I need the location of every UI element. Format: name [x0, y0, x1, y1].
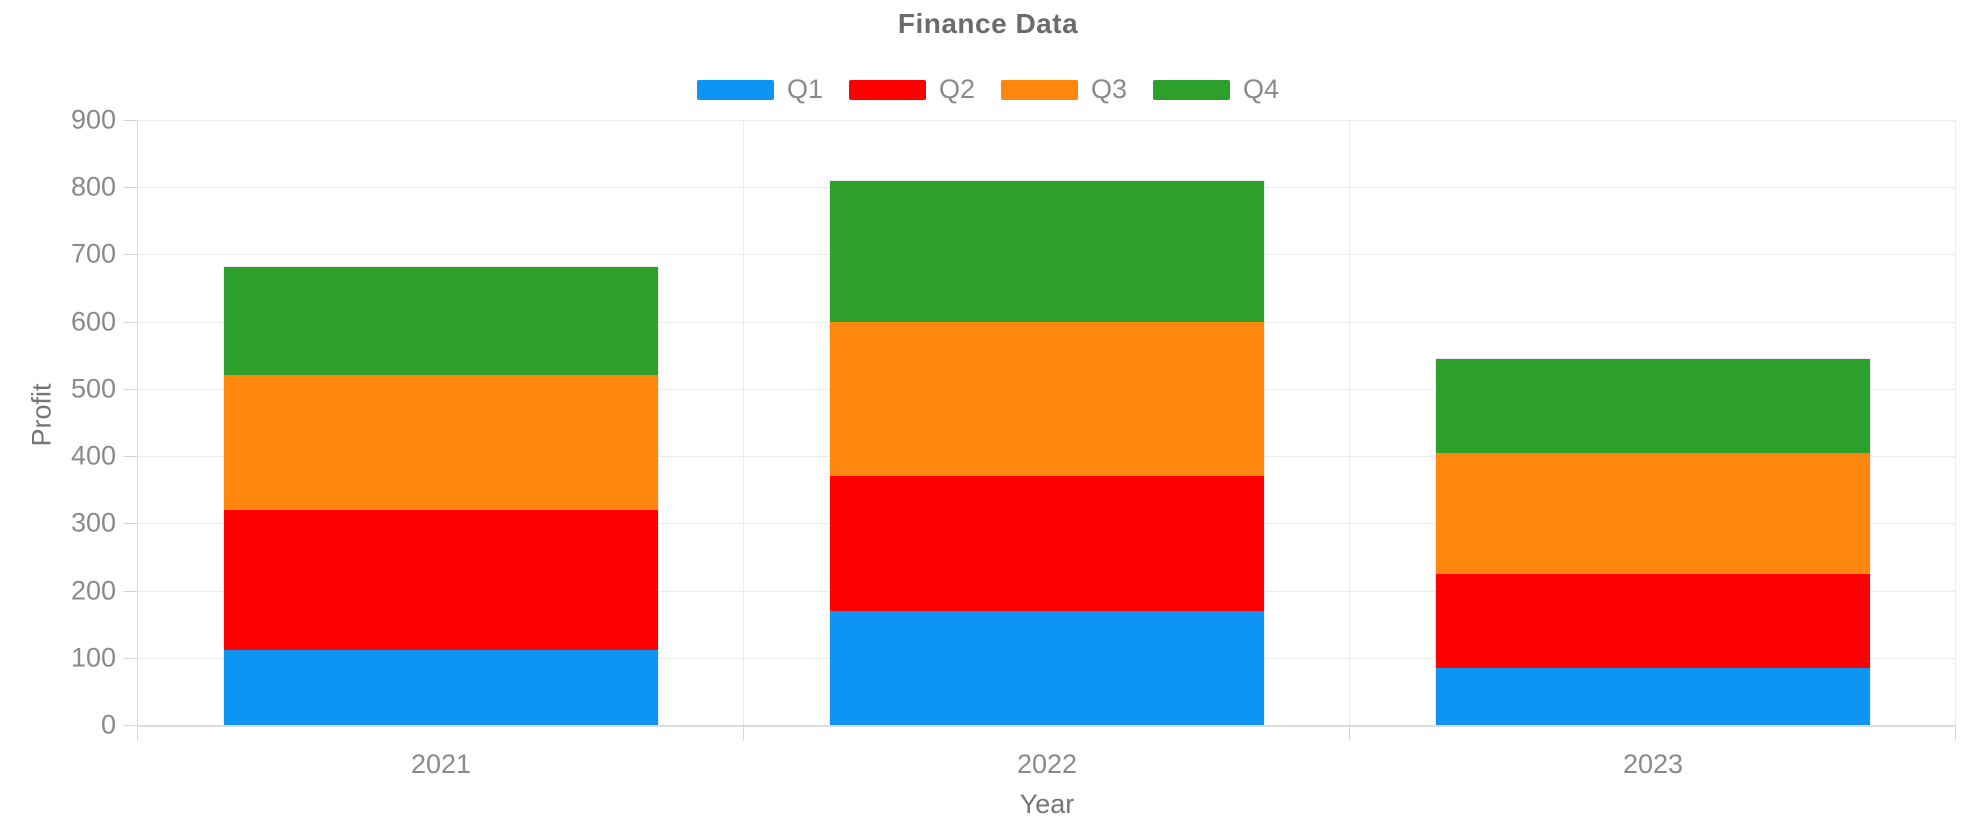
- x-axis-tick: [1955, 725, 1956, 741]
- x-tick-label: 2021: [410, 749, 472, 779]
- legend-item-label: Q4: [1243, 74, 1280, 104]
- y-axis-tick: [123, 523, 137, 525]
- y-axis-tick: [123, 590, 137, 592]
- y-axis-tick: [123, 187, 137, 189]
- bar-segment-q1[interactable]: [829, 610, 1264, 725]
- y-tick-label: 900: [70, 104, 116, 135]
- bar-segment-q4[interactable]: [829, 180, 1264, 322]
- bar-segment-q3[interactable]: [829, 321, 1264, 477]
- y-axis-tick: [123, 120, 137, 121]
- bar-segment-q2[interactable]: [1435, 573, 1870, 668]
- y-axis-tick: [123, 725, 137, 726]
- bar: [828, 179, 1265, 726]
- x-axis-tick: [742, 725, 744, 741]
- y-axis-tick: [123, 388, 137, 390]
- chart-title: Finance Data: [897, 8, 1079, 39]
- y-tick-label: 0: [100, 709, 116, 740]
- bar-segment-q4[interactable]: [1435, 358, 1870, 453]
- bar-segment-q1[interactable]: [223, 649, 658, 725]
- y-tick-label: 200: [70, 575, 116, 606]
- bar: [1434, 357, 1871, 727]
- bar-group: 2021: [138, 120, 744, 779]
- legend-item-q3[interactable]: Q3: [1001, 74, 1127, 105]
- legend-item-q2[interactable]: Q2: [848, 74, 975, 105]
- bar-segment-q2[interactable]: [829, 476, 1264, 611]
- legend-swatch: [1001, 79, 1078, 100]
- bar-group: 2022: [744, 120, 1350, 779]
- y-tick-label: 700: [70, 238, 116, 269]
- x-gridline: [1348, 120, 1350, 725]
- x-axis-line: [137, 725, 1956, 727]
- y-tick-label: 600: [70, 306, 116, 337]
- bar-segment-q3[interactable]: [1435, 452, 1870, 574]
- y-axis-tick: [123, 657, 137, 659]
- y-gridline: [138, 120, 1956, 121]
- legend-swatch: [696, 79, 774, 100]
- bar-segment-q1[interactable]: [1435, 667, 1870, 725]
- legend-item-label: Q2: [938, 74, 975, 104]
- bar-segment-q2[interactable]: [223, 509, 658, 650]
- legend-item-q4[interactable]: Q4: [1153, 74, 1279, 105]
- x-tick-label: 2022: [1016, 749, 1078, 779]
- bar-group: 2023: [1350, 120, 1956, 779]
- y-tick-label: 500: [70, 373, 116, 404]
- x-axis-tick: [137, 725, 138, 741]
- y-tick-label: 400: [70, 440, 116, 471]
- x-gridline: [1955, 120, 1956, 725]
- legend-item-q1[interactable]: Q1: [696, 74, 823, 105]
- y-tick-label: 100: [70, 642, 116, 673]
- x-axis-tick: [1348, 725, 1350, 741]
- y-tick-label: 300: [70, 507, 116, 538]
- plot-area: 0 100 200 300 400 500 600 700 800 900 2021 2022 202…: [71, 105, 1956, 819]
- bar-segment-q4[interactable]: [223, 266, 658, 376]
- y-axis-tick: [123, 254, 137, 256]
- y-tick-label: 800: [70, 171, 116, 202]
- bar: [222, 265, 659, 727]
- y-axis-tick: [123, 321, 137, 323]
- y-axis-title: Profit: [26, 383, 57, 447]
- legend-swatch: [1153, 79, 1231, 100]
- legend-swatch: [848, 79, 926, 100]
- bar-segment-q3[interactable]: [223, 375, 658, 510]
- x-tick-label: 2023: [1622, 749, 1684, 779]
- x-axis-title: Year: [1019, 789, 1075, 819]
- legend: Q1 Q2 Q3 Q4: [0, 74, 1976, 105]
- legend-item-label: Q3: [1091, 74, 1128, 104]
- x-gridline: [742, 120, 744, 725]
- legend-item-label: Q1: [786, 74, 823, 104]
- y-axis-tick: [123, 456, 137, 458]
